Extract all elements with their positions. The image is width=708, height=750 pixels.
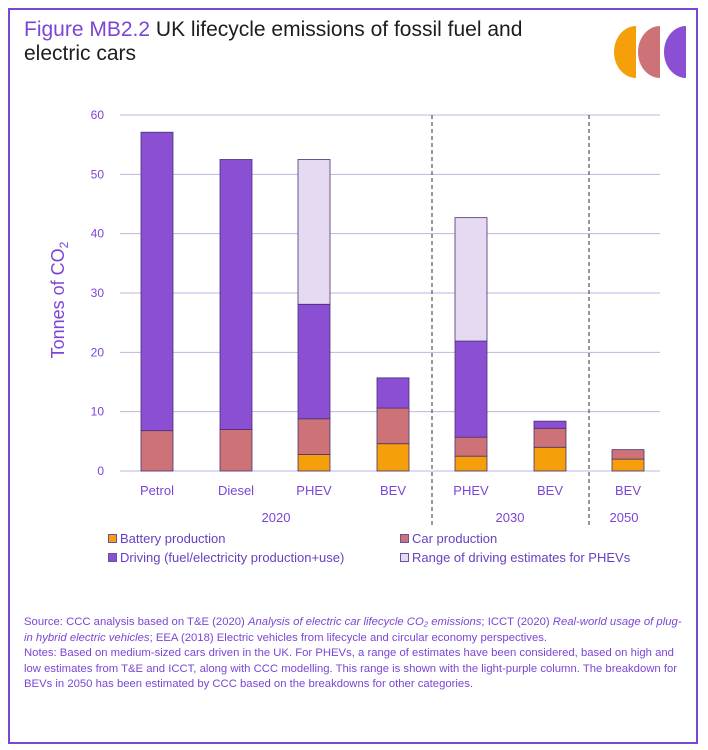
bar-segment-car xyxy=(219,429,253,472)
legend-label-battery: Battery production xyxy=(120,530,226,546)
legend-label-car: Car production xyxy=(412,530,498,546)
x-category-label: Diesel xyxy=(218,483,254,498)
source-title-2: Real-world usage of plug-in hybrid elect… xyxy=(24,616,682,644)
legend-item-driving: Driving (fuel/electricity production+use… xyxy=(108,548,344,566)
x-category-label: BEV xyxy=(380,483,406,498)
bar-segment-battery xyxy=(376,443,410,472)
x-group-label: 2050 xyxy=(610,510,639,525)
bar-segment-car xyxy=(533,427,567,448)
y-axis-label-main: Tonnes of CO xyxy=(48,248,68,358)
figure-title: Figure MB2.2 UK lifecycle emissions of f… xyxy=(24,18,584,66)
source-part-1: Source: CCC analysis based on T&E (2020) xyxy=(24,616,248,628)
bar-segment-range xyxy=(454,217,488,342)
y-axis-ticks: 0 10 20 30 40 50 60 xyxy=(91,108,105,478)
source-part-3: ; EEA (2018) Electric vehicles from life… xyxy=(149,631,548,644)
y-tick-label: 10 xyxy=(91,405,105,419)
y-tick-label: 20 xyxy=(91,345,105,359)
bar-segment-driving xyxy=(376,377,410,409)
legend-item-car: Car production xyxy=(400,529,497,547)
bars xyxy=(140,131,645,472)
x-category-label: PHEV xyxy=(453,483,489,498)
bar-segment-battery xyxy=(533,446,567,472)
bar-segment-driving xyxy=(140,131,174,432)
source-text: Source: CCC analysis based on T&E (2020)… xyxy=(24,615,688,646)
y-tick-label: 30 xyxy=(91,286,105,300)
legend-label-driving: Driving (fuel/electricity production+use… xyxy=(120,549,345,565)
y-tick-label: 0 xyxy=(97,464,104,478)
legend-swatch-driving xyxy=(108,552,117,562)
bar-segment-driving xyxy=(297,303,331,420)
x-category-label: BEV xyxy=(615,483,641,498)
y-tick-label: 50 xyxy=(91,167,105,181)
x-category-label: Petrol xyxy=(140,483,174,498)
bar-segment-car xyxy=(376,407,410,445)
y-axis-label-sub: 2 xyxy=(57,241,71,248)
logo-icon xyxy=(614,26,686,78)
x-group-label: 2020 xyxy=(262,510,291,525)
bar-segment-battery xyxy=(454,455,488,472)
x-axis-categories: Petrol Diesel PHEV BEV PHEV BEV BEV xyxy=(140,483,641,498)
x-category-label: PHEV xyxy=(296,483,332,498)
figure-title-text: UK lifecycle emissions of fossil fuel an… xyxy=(24,18,523,65)
bar-segment-car xyxy=(140,430,174,472)
x-category-label: BEV xyxy=(537,483,563,498)
logo-shape-pink xyxy=(638,26,660,78)
figure-frame xyxy=(8,8,698,744)
bar-segment-car xyxy=(454,436,488,457)
bar-segment-battery xyxy=(611,458,645,472)
bar-segment-driving xyxy=(454,340,488,438)
bar-segment-driving xyxy=(219,159,253,430)
legend-item-battery: Battery production xyxy=(108,529,226,547)
source-title-1: Analysis of electric car lifecycle CO₂ e… xyxy=(247,616,482,628)
figure-label: Figure MB2.2 xyxy=(24,18,151,41)
legend-swatch-range xyxy=(400,552,409,562)
bar-segment-car xyxy=(611,449,645,460)
y-tick-label: 40 xyxy=(91,227,105,241)
logo-shape-orange xyxy=(614,26,636,78)
x-group-label: 2030 xyxy=(496,510,525,525)
bar-segment-car xyxy=(297,418,331,455)
bar-segment-battery xyxy=(297,453,331,472)
legend-swatch-battery xyxy=(108,533,117,543)
legend-swatch-car xyxy=(400,533,409,543)
legend-item-range: Range of driving estimates for PHEVs xyxy=(400,548,630,566)
bar-segment-driving xyxy=(533,420,567,429)
source-part-2: ; ICCT (2020) xyxy=(481,616,553,628)
legend-label-range: Range of driving estimates for PHEVs xyxy=(412,549,631,565)
notes-text: Notes: Based on medium-sized cars driven… xyxy=(24,647,678,691)
logo-shape-purple xyxy=(664,26,686,78)
y-axis-label: Tonnes of CO2 xyxy=(48,241,71,358)
x-axis-groups: 2020 2030 2050 xyxy=(262,510,639,525)
bar-segment-range xyxy=(297,159,331,305)
source-notes: Source: CCC analysis based on T&E (2020)… xyxy=(24,615,688,693)
y-tick-label: 60 xyxy=(91,108,105,122)
